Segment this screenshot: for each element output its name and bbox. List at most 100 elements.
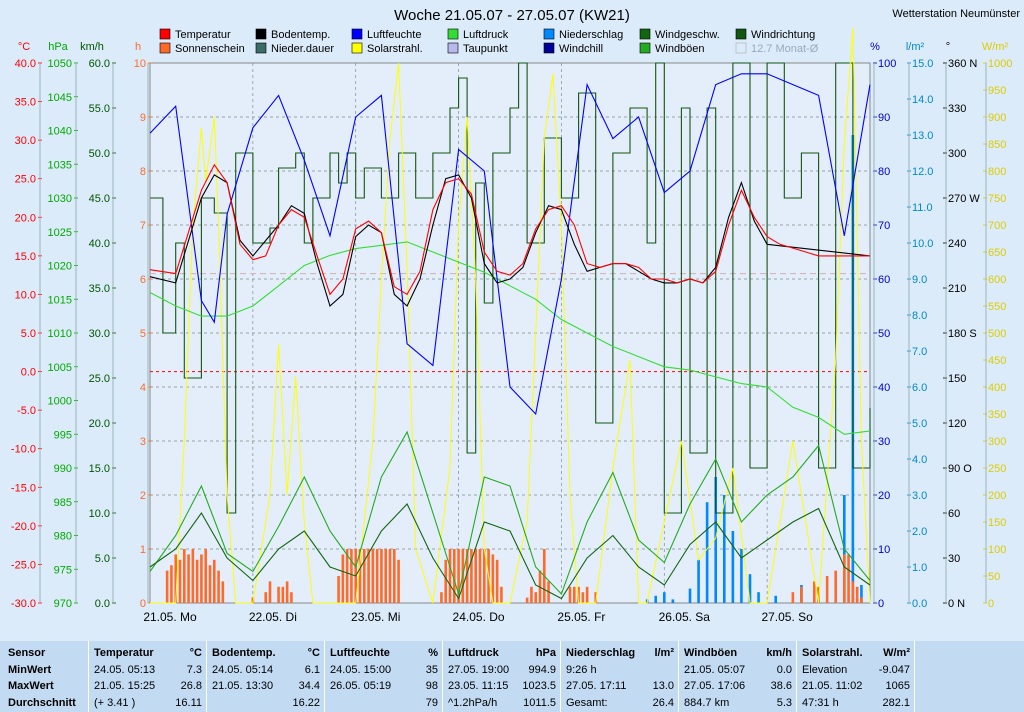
sunshine-bar xyxy=(812,581,816,603)
legend-label: 12.7 Monat-Ø xyxy=(751,43,819,55)
sunshine-bar xyxy=(530,586,533,603)
stats-cell-left: Niederschlag xyxy=(566,647,636,659)
sunshine-bar xyxy=(341,554,345,603)
stats-sensor-column: Sensor MinWert MaxWert Durchschnitt xyxy=(8,645,84,711)
stats-row: 21.05. 05:07 0.0 xyxy=(684,662,794,679)
stats-cell-left: 24.05. 15:00 xyxy=(330,663,392,676)
legend-swatch xyxy=(447,28,459,40)
rain-tick-label: 4.0 xyxy=(912,454,927,466)
sunshine-bar xyxy=(195,559,199,603)
sunshine-bar xyxy=(847,554,850,603)
sunshine-bar xyxy=(572,586,576,603)
stats-row: Luftdruck hPa xyxy=(448,645,558,662)
dir-tick-label: 360 N xyxy=(948,58,977,70)
stats-column: Temperatur °C 24.05. 05:13 7.3 21.05. 15:25 2… xyxy=(94,645,204,711)
wind-tick-label: 5.0 xyxy=(95,553,110,565)
stats-column: Luftdruck hPa 27.05. 19:00 994.9 23.05. 11:1… xyxy=(448,645,558,711)
rain-bar xyxy=(757,592,760,603)
press-tick-label: 990 xyxy=(54,463,72,475)
sunshine-bar xyxy=(182,549,186,603)
solar-tick-label: 1000 xyxy=(988,58,1012,70)
rain-tick-label: 15.0 xyxy=(912,58,933,70)
weather-chart: Woche 21.05.07 - 27.05.07 (KW21) Wetters… xyxy=(10,7,1021,624)
stats-cell-right: km/h xyxy=(766,647,792,659)
sunshine-bar xyxy=(800,586,803,603)
solar-tick-label: 150 xyxy=(988,517,1006,529)
legend-swatch xyxy=(351,28,363,40)
press-tick-label: 1000 xyxy=(48,396,72,408)
stats-row: 21.05. 13:30 34.4 xyxy=(212,678,322,695)
stats-cell-left: 27.05. 19:00 xyxy=(448,663,510,676)
wind-tick-label: 20.0 xyxy=(89,418,110,430)
press-tick-label: 970 xyxy=(54,598,72,610)
stats-cell-left: 9:26 h xyxy=(566,663,597,676)
hum-tick-label: 10 xyxy=(878,544,890,556)
sunshine-bar xyxy=(174,554,178,603)
solar-tick-label: 400 xyxy=(988,382,1006,394)
hum-tick-label: 70 xyxy=(878,220,890,232)
temp-tick-label: -30.0 xyxy=(11,598,36,610)
sunshine-bar xyxy=(457,549,460,603)
stats-cell-left: ^1.2hPa/h xyxy=(448,696,498,709)
stats-row: 9:26 h xyxy=(566,662,676,679)
stats-cell-left: Luftfeuchte xyxy=(330,647,390,659)
rain-bar xyxy=(774,595,778,603)
sunshine-bar xyxy=(281,586,285,603)
press-tick-label: 1005 xyxy=(48,362,72,374)
sunshine-bar xyxy=(568,586,572,603)
stats-column: Luftfeuchte% 24.05. 15:00 35 26.05. 05:19 98… xyxy=(330,645,440,711)
hum-tick-label: 90 xyxy=(878,112,890,124)
stats-row: 16.22 xyxy=(212,695,322,712)
dir-tick-label: 30 xyxy=(948,553,960,565)
stats-row: Luftfeuchte% xyxy=(330,645,440,662)
sunshine-bar xyxy=(851,581,855,603)
solar-tick-label: 800 xyxy=(988,166,1006,178)
temp-tick-label: 15.0 xyxy=(15,251,36,263)
sunshine-bar xyxy=(577,586,580,603)
temp-tick-label: 20.0 xyxy=(15,212,36,224)
stats-cell-right: 994.9 xyxy=(528,663,556,676)
solar-tick-label: 900 xyxy=(988,112,1006,124)
sunshine-bar xyxy=(221,581,225,603)
sunshine-bar xyxy=(860,597,863,603)
sun-tick-label: 6 xyxy=(140,274,146,286)
stats-column: Solarstrahl. W/m² Elevation -9.047 21.05. 11… xyxy=(802,645,912,711)
legend-swatch xyxy=(351,42,363,54)
series-luftfeuchte-line xyxy=(149,73,871,416)
stats-cell-right: 7.3 xyxy=(186,663,202,676)
rain-tick-label: 6.0 xyxy=(912,382,927,394)
stats-cell-right: 13.0 xyxy=(652,680,674,692)
rain-tick-label: 5.0 xyxy=(912,418,927,430)
series-luftdruck-line xyxy=(149,241,871,435)
hum-tick-label: 20 xyxy=(878,490,890,502)
sunshine-bar xyxy=(187,554,190,603)
temp-axis-unit: °C xyxy=(18,41,30,53)
legend-swatch xyxy=(543,42,555,54)
series-temperatur-line xyxy=(149,163,870,296)
solar-tick-label: 600 xyxy=(988,274,1006,286)
sunshine-bar xyxy=(495,559,499,603)
stats-cell-right: hPa xyxy=(535,647,556,659)
series-windböen-line xyxy=(149,430,871,597)
press-tick-label: 1030 xyxy=(48,193,72,205)
hum-tick-label: 100 xyxy=(878,58,896,70)
sun-tick-label: 8 xyxy=(140,166,146,178)
solar-tick-label: 850 xyxy=(988,139,1006,151)
rain-tick-label: 12.0 xyxy=(912,166,933,178)
legend-swatch xyxy=(735,28,747,40)
temp-tick-label: -15.0 xyxy=(11,482,36,494)
sunshine-bar xyxy=(817,586,820,603)
rain-bar xyxy=(748,574,752,603)
press-tick-label: 1045 xyxy=(48,92,72,104)
stats-cell-left: Bodentemp. xyxy=(212,647,276,659)
stats-cell-left: Luftdruck xyxy=(448,647,499,659)
temp-tick-label: -20.0 xyxy=(11,521,36,533)
series-windgeschw-line xyxy=(149,503,871,600)
stats-cell-left: 47:31 h xyxy=(802,696,839,709)
x-axis-day-label: 24.05. Do xyxy=(453,610,505,624)
press-tick-label: 1040 xyxy=(48,126,72,138)
legend-label: Luftfeuchte xyxy=(367,29,421,41)
stats-row: 24.05. 05:13 7.3 xyxy=(94,662,204,679)
solar-tick-label: 100 xyxy=(988,544,1006,556)
stats-cell-left: 27.05. 17:06 xyxy=(684,680,746,692)
